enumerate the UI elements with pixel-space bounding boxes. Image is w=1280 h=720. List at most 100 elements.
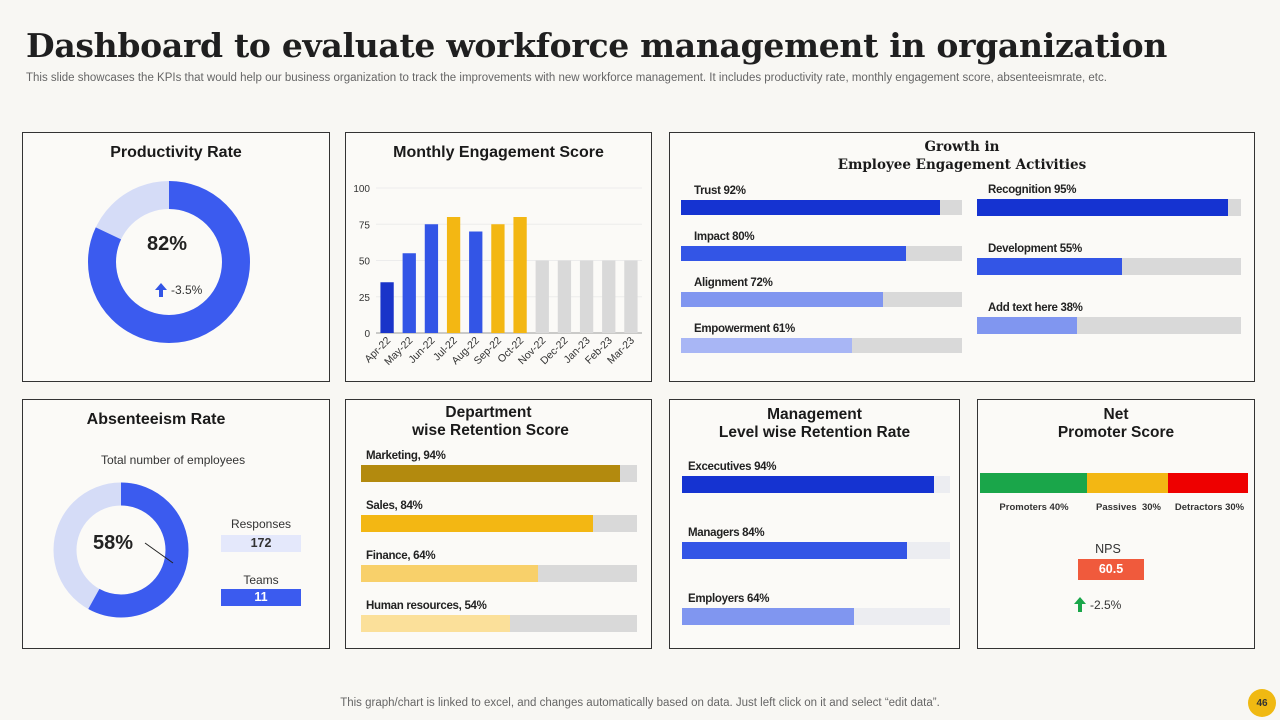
bar-fill bbox=[361, 465, 621, 482]
nps-value: 60.5 bbox=[1078, 559, 1144, 580]
bar-label: Managers 84% bbox=[688, 527, 765, 539]
mgmt-retention-title-line2: Level wise Retention Rate bbox=[718, 424, 911, 441]
nps-change-text: -2.5% bbox=[1090, 597, 1122, 612]
engagement-card[interactable]: Monthly Engagement Score 0 25 50 75 100 Apr-2… bbox=[345, 132, 652, 382]
bar-fill bbox=[361, 515, 593, 532]
bar-label: Finance, 64% bbox=[366, 550, 436, 562]
bar-fill bbox=[681, 292, 884, 307]
bar-label: Impact 80% bbox=[694, 231, 755, 243]
bar-fill bbox=[361, 565, 538, 582]
page-subtitle: This slide showcases the KPIs that would… bbox=[26, 72, 1107, 84]
engagement-chart[interactable]: 0255075100Apr-22May-22Jun-22Jul-22Aug-22… bbox=[346, 173, 651, 381]
growth-title-line2: Employee Engagement Activities bbox=[837, 157, 1087, 173]
bar-fill bbox=[361, 615, 511, 632]
bar-label: Development 55% bbox=[988, 243, 1082, 255]
absenteeism-leader-line bbox=[144, 542, 174, 564]
nps-segment[interactable] bbox=[1167, 473, 1248, 493]
total-employees-label: Total number of employees bbox=[101, 453, 246, 467]
bar-Jul-22[interactable] bbox=[446, 217, 461, 333]
bar-Jan-23[interactable] bbox=[579, 260, 594, 334]
nps-segment-label: Detractors 30% bbox=[1174, 502, 1245, 513]
nps-change: -2.5% bbox=[1074, 597, 1121, 612]
bar-fill bbox=[977, 317, 1078, 334]
productivity-change: -3.5% bbox=[155, 283, 202, 297]
absenteeism-donut[interactable] bbox=[51, 480, 191, 620]
y-tick-label: 50 bbox=[359, 257, 371, 268]
nps-segment-label: Passives 30% bbox=[1096, 502, 1161, 513]
bar-fill bbox=[681, 246, 906, 261]
mgmt-retention-title-line1: Management bbox=[767, 406, 862, 423]
bar-label: Trust 92% bbox=[694, 185, 746, 197]
nps-segment[interactable] bbox=[1087, 473, 1168, 493]
footer-note: This graph/chart is linked to excel, and… bbox=[340, 697, 940, 709]
bar-track[interactable] bbox=[977, 258, 1241, 275]
bar-label: Excecutives 94% bbox=[688, 461, 777, 473]
bar-fill bbox=[977, 258, 1123, 275]
bar-fill bbox=[682, 476, 934, 493]
nps-segment-label: Promoters 40% bbox=[999, 502, 1069, 513]
absenteeism-card[interactable]: Absenteeism Rate Total number of employe… bbox=[22, 399, 330, 649]
growth-card[interactable]: Growth in Employee Engagement Activities… bbox=[669, 132, 1255, 382]
nps-title-line2: Promoter Score bbox=[1057, 424, 1175, 441]
mgmt-retention-card[interactable]: Management Level wise Retention Rate Exc… bbox=[669, 399, 960, 649]
bar-label: Alignment 72% bbox=[694, 277, 773, 289]
absenteeism-donut-fill bbox=[53, 482, 189, 618]
bar-track[interactable] bbox=[361, 465, 637, 482]
bar-label: Recognition 95% bbox=[988, 184, 1077, 196]
bar-label: Human resources, 54% bbox=[366, 600, 487, 612]
bar-label: Employers 64% bbox=[688, 593, 770, 605]
bar-track[interactable] bbox=[361, 515, 637, 532]
nps-segment-bar[interactable] bbox=[980, 473, 1248, 493]
bar-track[interactable] bbox=[361, 565, 637, 582]
dept-retention-card[interactable]: Department wise Retention Score Marketin… bbox=[345, 399, 652, 649]
bar-track[interactable] bbox=[681, 338, 962, 353]
productivity-card[interactable]: Productivity Rate 82% -3.5% bbox=[22, 132, 330, 382]
y-tick-label: 100 bbox=[353, 184, 370, 195]
bar-Apr-22[interactable] bbox=[380, 282, 394, 333]
bar-fill bbox=[681, 200, 940, 215]
bar-track[interactable] bbox=[681, 292, 962, 307]
bar-label: Empowerment 61% bbox=[694, 323, 795, 335]
nps-label: NPS bbox=[1095, 542, 1121, 556]
bar-Aug-22[interactable] bbox=[469, 231, 483, 334]
bar-May-22[interactable] bbox=[402, 253, 416, 333]
nps-card[interactable]: Net Promoter Score Promoters 40% Passives… bbox=[977, 399, 1255, 649]
nps-segment[interactable] bbox=[980, 473, 1088, 493]
arrow-up-icon bbox=[155, 283, 167, 297]
bar-track[interactable] bbox=[977, 199, 1241, 216]
bar-track[interactable] bbox=[682, 608, 950, 625]
productivity-change-text: -3.5% bbox=[171, 283, 203, 297]
page-number: 46 bbox=[1248, 689, 1276, 717]
bar-track[interactable] bbox=[682, 542, 950, 559]
engagement-title: Monthly Engagement Score bbox=[393, 144, 604, 161]
nps-segment-labels: Promoters 40% Passives 30% Detractors 30% bbox=[980, 502, 1250, 516]
y-tick-label: 25 bbox=[359, 293, 371, 304]
bar-fill bbox=[681, 338, 853, 353]
bar-track[interactable] bbox=[681, 246, 962, 261]
responses-value: 172 bbox=[221, 535, 301, 552]
bar-track[interactable] bbox=[681, 200, 962, 215]
bar-label: Marketing, 94% bbox=[366, 450, 446, 462]
absenteeism-title: Absenteeism Rate bbox=[86, 411, 226, 428]
productivity-donut[interactable] bbox=[87, 180, 251, 344]
teams-label: Teams bbox=[243, 573, 279, 587]
bar-label: Sales, 84% bbox=[366, 500, 423, 512]
bar-Dec-22[interactable] bbox=[557, 260, 572, 334]
bar-Feb-23[interactable] bbox=[602, 260, 616, 334]
bar-track[interactable] bbox=[361, 615, 637, 632]
bar-fill bbox=[977, 199, 1228, 216]
bar-Nov-22[interactable] bbox=[535, 260, 549, 334]
bar-Jun-22[interactable] bbox=[424, 224, 439, 333]
bar-track[interactable] bbox=[977, 317, 1241, 334]
y-tick-label: 75 bbox=[359, 220, 371, 231]
bar-Mar-23[interactable] bbox=[624, 260, 638, 334]
y-tick-label: 0 bbox=[364, 329, 370, 340]
bar-fill bbox=[682, 608, 854, 625]
productivity-title: Productivity Rate bbox=[110, 144, 242, 161]
bar-track[interactable] bbox=[682, 476, 950, 493]
dept-retention-title-line1: Department bbox=[445, 404, 532, 421]
bar-Oct-22[interactable] bbox=[513, 217, 527, 333]
bar-Sep-22[interactable] bbox=[491, 224, 505, 333]
productivity-value: 82% bbox=[146, 233, 188, 255]
teams-value: 11 bbox=[221, 589, 301, 606]
